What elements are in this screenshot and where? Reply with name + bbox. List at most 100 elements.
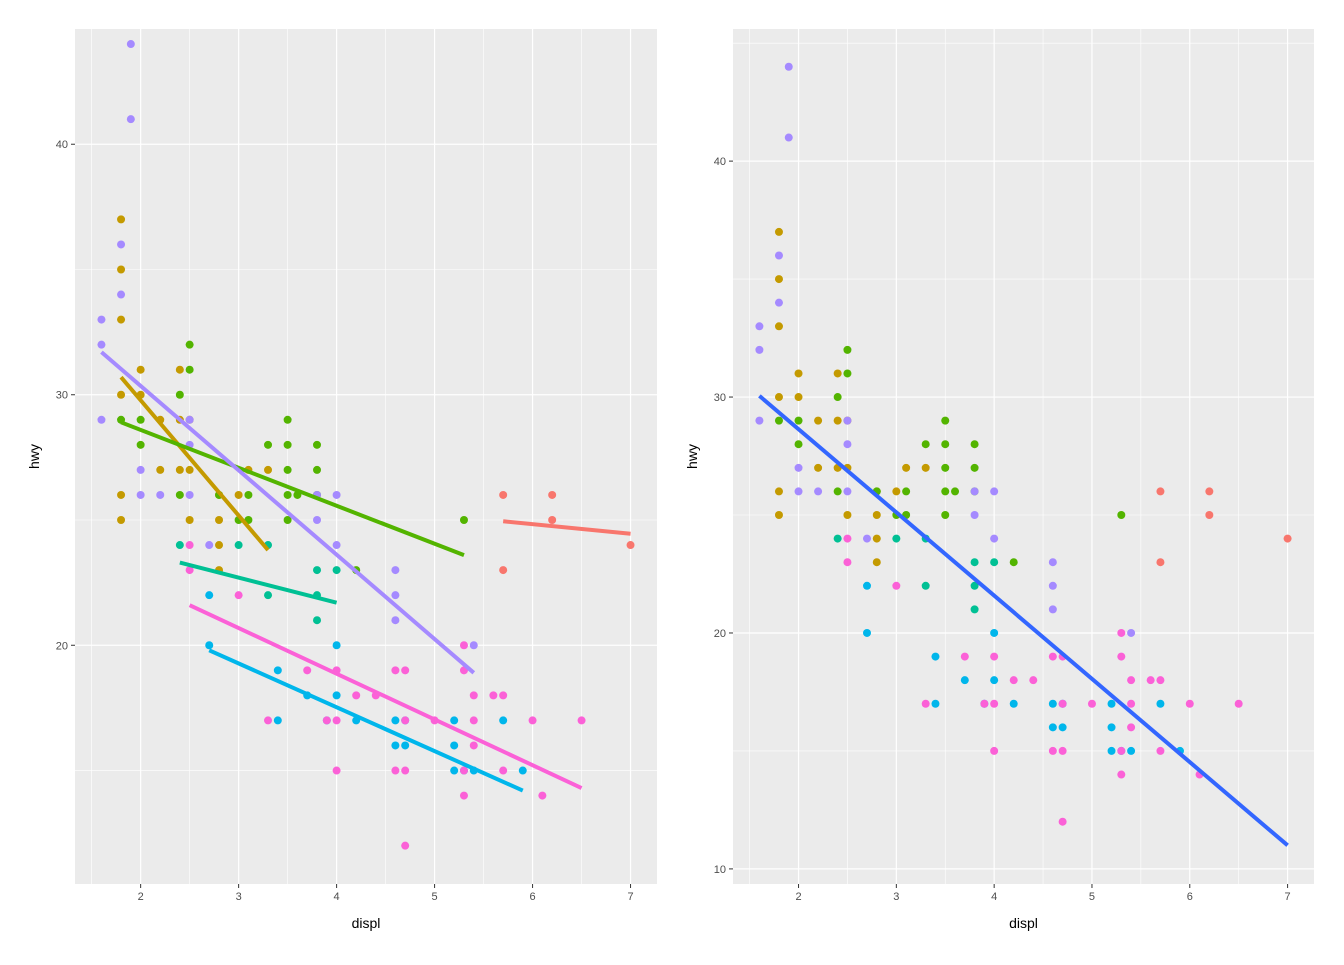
- data-point-subcompact: [205, 541, 214, 550]
- y-axis-title: hwy: [684, 444, 700, 469]
- y-tick-label: 20: [56, 640, 68, 652]
- data-point-midsize: [283, 516, 292, 525]
- data-point-subcompact: [126, 115, 135, 124]
- x-tick-label: 7: [1285, 891, 1291, 903]
- data-point-suv: [459, 766, 468, 775]
- data-point-minivan: [892, 534, 901, 543]
- data-point-2seater: [626, 541, 635, 550]
- data-point-suv: [990, 652, 999, 661]
- data-point-compact: [833, 416, 842, 425]
- data-point-midsize: [185, 340, 194, 349]
- data-point-minivan: [970, 605, 979, 614]
- data-point-minivan: [970, 581, 979, 590]
- fit-line-all: [758, 394, 1289, 847]
- data-point-midsize: [264, 440, 273, 449]
- data-point-2seater: [1283, 534, 1292, 543]
- data-point-pickup: [990, 628, 999, 637]
- data-point-compact: [774, 511, 783, 520]
- data-point-suv: [332, 766, 341, 775]
- data-point-suv: [1087, 699, 1096, 708]
- data-point-suv: [1156, 746, 1165, 755]
- data-point-pickup: [391, 741, 400, 750]
- data-point-subcompact: [843, 416, 852, 425]
- data-point-subcompact: [970, 511, 979, 520]
- data-point-suv: [892, 581, 901, 590]
- data-point-midsize: [283, 465, 292, 474]
- data-point-subcompact: [863, 534, 872, 543]
- data-point-pickup: [401, 741, 410, 750]
- data-point-midsize: [136, 415, 145, 424]
- data-point-compact: [921, 463, 930, 472]
- data-point-compact: [843, 511, 852, 520]
- data-point-midsize: [833, 487, 842, 496]
- x-tick-label: 3: [236, 891, 242, 903]
- data-point-compact: [774, 275, 783, 284]
- data-point-subcompact: [126, 40, 135, 49]
- data-point-suv: [1058, 699, 1067, 708]
- data-point-suv: [1048, 652, 1057, 661]
- data-point-suv: [1234, 699, 1243, 708]
- data-point-subcompact: [332, 541, 341, 550]
- data-point-compact: [117, 516, 126, 525]
- data-point-suv: [469, 716, 478, 725]
- data-point-suv: [538, 791, 547, 800]
- data-point-pickup: [450, 741, 459, 750]
- data-point-suv: [843, 558, 852, 567]
- data-point-suv: [577, 716, 586, 725]
- data-point-compact: [872, 511, 881, 520]
- data-point-midsize: [794, 416, 803, 425]
- data-point-suv: [1117, 746, 1126, 755]
- data-point-compact: [175, 465, 184, 474]
- y-axis-title: hwy: [26, 444, 42, 469]
- data-point-2seater: [499, 490, 508, 499]
- data-point-compact: [117, 390, 126, 399]
- data-point-subcompact: [774, 298, 783, 307]
- data-point-suv: [990, 699, 999, 708]
- y-tick-label: 30: [714, 392, 726, 404]
- data-point-pickup: [863, 581, 872, 590]
- data-point-midsize: [941, 487, 950, 496]
- data-point-pickup: [990, 676, 999, 685]
- data-point-subcompact: [1127, 628, 1136, 637]
- data-point-pickup: [931, 652, 940, 661]
- right-panel: 2 3 4 5 6 7 10 20 30 40 displ hwy: [684, 29, 1314, 931]
- y-tick-label: 10: [714, 864, 726, 876]
- data-point-subcompact: [755, 322, 764, 331]
- data-point-suv: [990, 746, 999, 755]
- data-point-subcompact: [97, 340, 106, 349]
- data-point-midsize: [774, 416, 783, 425]
- data-point-subcompact: [970, 487, 979, 496]
- data-point-suv: [921, 699, 930, 708]
- data-point-pickup: [205, 641, 214, 650]
- fit-line-midsize: [120, 420, 465, 557]
- data-point-minivan: [313, 566, 322, 575]
- data-point-suv: [1127, 723, 1136, 732]
- plot-background: [733, 29, 1314, 884]
- data-point-suv: [1058, 746, 1067, 755]
- data-point-subcompact: [784, 62, 793, 71]
- data-point-compact: [185, 516, 194, 525]
- data-point-suv: [843, 534, 852, 543]
- data-point-midsize: [185, 365, 194, 374]
- data-point-suv: [459, 641, 468, 650]
- data-point-compact: [136, 365, 145, 374]
- x-tick-label: 3: [893, 891, 899, 903]
- data-point-subcompact: [1048, 558, 1057, 567]
- data-point-suv: [1117, 652, 1126, 661]
- data-point-subcompact: [117, 240, 126, 249]
- data-point-subcompact: [391, 591, 400, 600]
- data-point-suv: [469, 691, 478, 700]
- data-point-subcompact: [97, 315, 106, 324]
- data-point-minivan: [234, 541, 243, 550]
- data-point-compact: [175, 365, 184, 374]
- data-point-pickup: [1048, 699, 1057, 708]
- data-point-midsize: [941, 416, 950, 425]
- data-point-midsize: [1009, 558, 1018, 567]
- x-tick-label: 7: [627, 891, 633, 903]
- data-point-suv: [401, 766, 410, 775]
- data-point-midsize: [970, 463, 979, 472]
- data-point-suv: [1127, 676, 1136, 685]
- data-point-midsize: [833, 393, 842, 402]
- data-point-suv: [499, 691, 508, 700]
- fit-line-pickup: [208, 648, 524, 793]
